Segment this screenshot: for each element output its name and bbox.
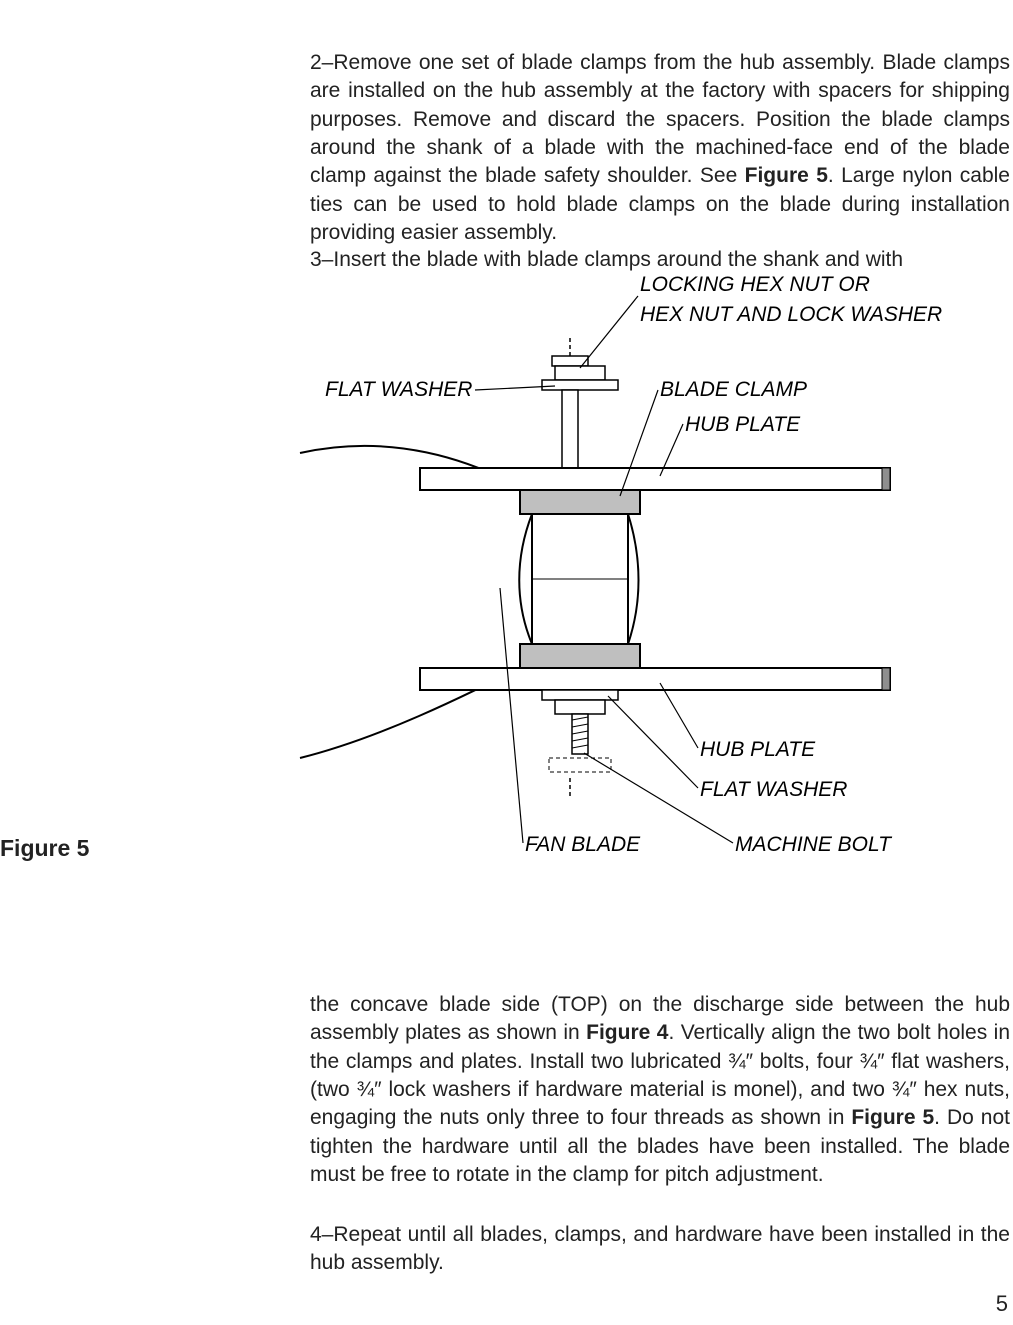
step-2-text: 2–Remove one set of blade clamps from th… [310,49,1010,247]
label-flat-washer-bot: FLAT WASHER [700,778,847,802]
label-blade-clamp: BLADE CLAMP [660,378,807,402]
label-locking1: LOCKING HEX NUT OR [640,273,870,297]
figure-5-svg [260,258,980,878]
para3-bold2: Figure 5 [851,1106,934,1129]
para3-bold1: Figure 4 [586,1021,668,1044]
label-machine-bolt: MACHINE BOLT [735,833,891,857]
label-fan-blade: FAN BLADE [525,833,640,857]
step-3-body: the concave blade side (TOP) on the disc… [310,991,1010,1189]
label-hub-plate-bot: HUB PLATE [700,738,815,762]
step-4-text: 4–Repeat until all blades, clamps, and h… [310,1221,1010,1278]
para1-bold: Figure 5 [745,164,828,187]
page-number: 5 [996,1291,1008,1317]
label-flat-washer-top: FLAT WASHER [325,378,472,402]
figure-caption: Figure 5 [0,835,89,862]
figure-5-diagram: LOCKING HEX NUT OR HEX NUT AND LOCK WASHE… [260,258,980,878]
label-hub-plate-top: HUB PLATE [685,413,800,437]
label-locking2: HEX NUT AND LOCK WASHER [640,303,942,327]
